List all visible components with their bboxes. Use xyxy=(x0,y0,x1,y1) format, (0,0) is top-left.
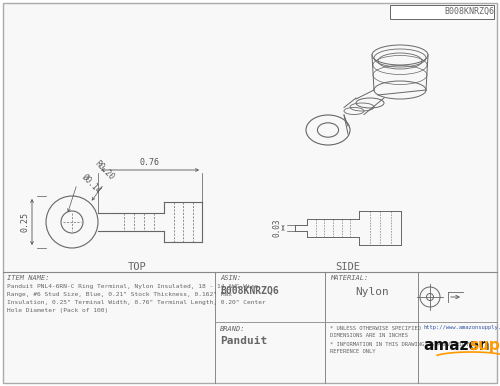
Text: B008KNRZQ6: B008KNRZQ6 xyxy=(444,7,494,16)
Text: 0.76: 0.76 xyxy=(140,158,160,167)
Text: Insulation, 0.25" Terminal Width, 0.76" Terminal Length, 0.20" Center: Insulation, 0.25" Terminal Width, 0.76" … xyxy=(7,300,266,305)
Text: MATERIAL:: MATERIAL: xyxy=(330,275,368,281)
Text: 0.25: 0.25 xyxy=(21,212,30,232)
Text: B008KNRZQ6: B008KNRZQ6 xyxy=(220,286,279,296)
Text: BRAND:: BRAND: xyxy=(220,326,246,332)
Text: Hole Diameter (Pack of 100): Hole Diameter (Pack of 100) xyxy=(7,308,108,313)
Text: amazon: amazon xyxy=(423,338,490,353)
Text: SIDE: SIDE xyxy=(336,262,360,272)
Text: R0.20: R0.20 xyxy=(92,159,116,182)
Text: Ø0.14: Ø0.14 xyxy=(80,172,102,195)
Text: TOP: TOP xyxy=(128,262,146,272)
Text: supply: supply xyxy=(469,338,500,353)
Text: REFERENCE ONLY: REFERENCE ONLY xyxy=(330,349,376,354)
Text: ITEM NAME:: ITEM NAME: xyxy=(7,275,50,281)
Text: http://www.amazonsupply.com: http://www.amazonsupply.com xyxy=(423,325,500,330)
Text: * INFORMATION IN THIS DRAWING IS PROVIDED FOR: * INFORMATION IN THIS DRAWING IS PROVIDE… xyxy=(330,342,476,347)
Text: 0.03: 0.03 xyxy=(272,219,281,237)
Text: ASIN:: ASIN: xyxy=(220,275,241,281)
Text: DIMENSIONS ARE IN INCHES: DIMENSIONS ARE IN INCHES xyxy=(330,333,408,338)
Text: Range, #6 Stud Size, Blue, 0.21" Stock Thickness, 0.162" Max: Range, #6 Stud Size, Blue, 0.21" Stock T… xyxy=(7,292,232,297)
Text: * UNLESS OTHERWISE SPECIFIED: * UNLESS OTHERWISE SPECIFIED xyxy=(330,326,421,331)
Text: Nylon: Nylon xyxy=(355,287,389,297)
Bar xyxy=(390,5,494,19)
Text: Panduit: Panduit xyxy=(220,336,267,346)
Text: Panduit PNL4-6RN-C Ring Terminal, Nylon Insulated, 18 - 14 AWG Wire: Panduit PNL4-6RN-C Ring Terminal, Nylon … xyxy=(7,284,258,289)
